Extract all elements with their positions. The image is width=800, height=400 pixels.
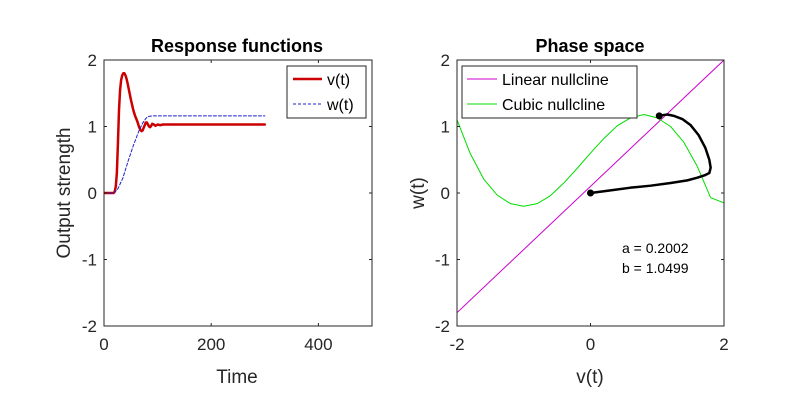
trajectory-marker-end [655, 112, 663, 120]
legend: v(t) w(t) [286, 65, 367, 119]
phase-space-chart: Phase space -2 0 2 -2 -1 0 1 2 v(t) w(t) Linear… [408, 36, 729, 388]
y-axis-label: Output strength [54, 128, 75, 259]
legend-label-v: v(t) [327, 72, 350, 89]
legend-box [461, 65, 638, 119]
y-tick-label: 1 [441, 118, 450, 137]
trajectory-marker-start [587, 189, 594, 197]
series-line-w-t [104, 115, 266, 194]
y-tick-label: 2 [441, 51, 450, 70]
y-tick-label: 0 [88, 184, 97, 203]
legend: Linear nullcline Cubic nullcline [461, 65, 638, 119]
series-line-trajectory [589, 113, 712, 195]
x-tick-label: 200 [197, 335, 225, 354]
x-axis-label: Time [216, 367, 258, 388]
annotation-a: a = 0.2002 [622, 240, 689, 256]
x-tick-label: 2 [719, 335, 728, 354]
x-tick-label: -2 [449, 335, 464, 354]
series-line-cubic-nullcline [457, 114, 724, 207]
x-tick-label: 400 [304, 335, 332, 354]
x-axis-label: v(t) [576, 367, 603, 388]
legend-box [286, 65, 367, 119]
chart-title: Phase space [535, 36, 644, 56]
y-tick-label: -2 [82, 317, 97, 336]
chart-title: Response functions [151, 36, 323, 56]
y-tick-label: -1 [82, 251, 97, 270]
y-tick-label: 1 [88, 118, 97, 137]
legend-label-linear: Linear nullcline [502, 72, 609, 89]
series-line-v-t [104, 72, 267, 195]
legend-label-w: w(t) [326, 97, 354, 114]
y-tick-label: 2 [88, 51, 97, 70]
x-tick-label: 0 [586, 335, 595, 354]
legend-label-cubic: Cubic nullcline [502, 97, 605, 114]
y-tick-label: -2 [435, 317, 450, 336]
y-tick-label: 0 [441, 184, 450, 203]
y-tick-label: -1 [435, 251, 450, 270]
response-chart: Response functions 0 200 400 -2 -1 0 1 2 Time O… [54, 36, 373, 388]
annotation-b: b = 1.0499 [622, 260, 689, 276]
x-tick-label: 0 [99, 335, 108, 354]
y-axis-label: w(t) [408, 177, 429, 210]
series-line-linear-nullcline [457, 60, 724, 314]
